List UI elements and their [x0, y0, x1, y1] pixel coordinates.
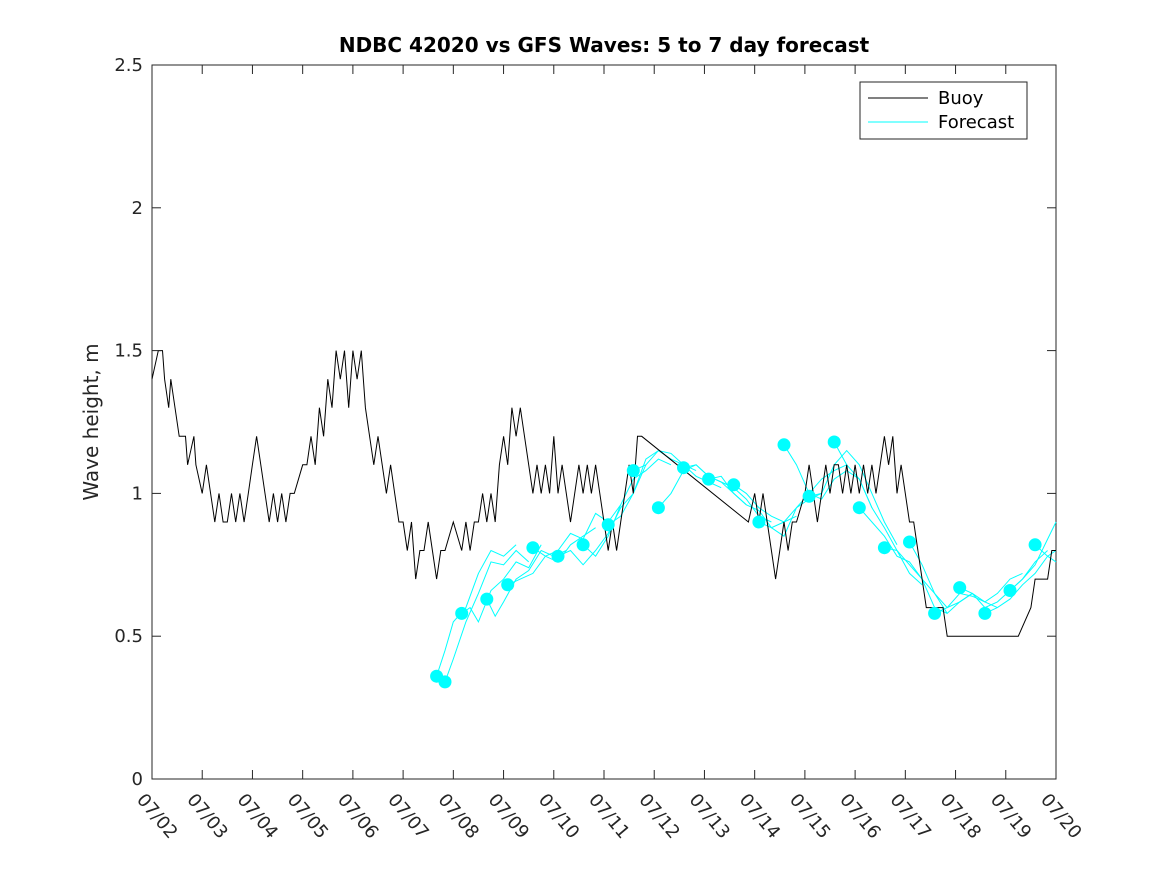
forecast-start-marker [601, 518, 615, 532]
legend-forecast-label: Forecast [938, 112, 1014, 133]
axes-box [151, 64, 1057, 780]
forecast-start-marker [777, 438, 791, 452]
forecast-start-marker [551, 549, 565, 563]
forecast-start-marker [526, 541, 540, 555]
forecast-line [708, 475, 797, 529]
forecast-start-marker [438, 675, 452, 689]
legend-box [859, 81, 1028, 140]
forecast-start-marker [1028, 538, 1042, 552]
y-tick-label: 1.5 [114, 341, 143, 362]
plot-area [151, 64, 1057, 780]
y-tick-label: 2 [132, 198, 143, 219]
forecast-start-marker [903, 535, 916, 549]
forecast-start-marker [978, 606, 992, 620]
forecast-start-marker [626, 464, 640, 478]
forecast-line [934, 572, 1023, 614]
y-tick-label: 0.5 [114, 626, 143, 647]
legend-buoy-label: Buoy [938, 88, 984, 109]
forecast-start-marker [928, 606, 942, 620]
forecast-start-marker [827, 435, 841, 449]
forecast-start-marker [1003, 584, 1017, 597]
forecast-line [461, 544, 542, 624]
y-tick-label: 2.5 [114, 55, 143, 76]
y-axis: 0 0.5 1 1.5 2 2.5 [114, 55, 1056, 790]
forecast-start-marker [677, 461, 690, 475]
y-tick-label: 0 [132, 769, 143, 790]
forecast-line [1009, 521, 1057, 591]
forecast-line [436, 544, 517, 677]
y-tick-label: 1 [132, 483, 143, 504]
forecast-line [582, 458, 672, 557]
forecast-line [808, 449, 898, 546]
forecast-line [884, 547, 973, 609]
forecast-start-marker [953, 581, 967, 595]
chart-title: NDBC 42020 vs GFS Waves: 5 to 7 day fore… [339, 33, 870, 57]
forecast-start-marker [651, 501, 665, 515]
buoy-series [151, 350, 1056, 637]
forecast-line [858, 507, 948, 614]
legend: Buoy Forecast [859, 81, 1028, 140]
forecast-start-marker [877, 541, 891, 555]
forecast-line [833, 441, 923, 586]
y-axis-label: Wave height, m [79, 343, 103, 500]
forecast-start-marker [576, 538, 590, 552]
forecast-start-marker [752, 515, 766, 529]
forecast-line [444, 549, 530, 683]
buoy-line [151, 350, 1056, 637]
forecast-start-markers [430, 435, 1042, 689]
forecast-start-marker [802, 489, 816, 503]
forecast-start-marker [702, 472, 716, 486]
forecast-start-marker [727, 478, 741, 492]
forecast-start-marker [852, 501, 866, 515]
forecast-start-marker [480, 592, 494, 606]
forecast-line [557, 464, 647, 566]
forecast-line [959, 550, 1048, 609]
forecast-start-marker [501, 578, 515, 592]
forecast-start-marker [455, 606, 469, 620]
